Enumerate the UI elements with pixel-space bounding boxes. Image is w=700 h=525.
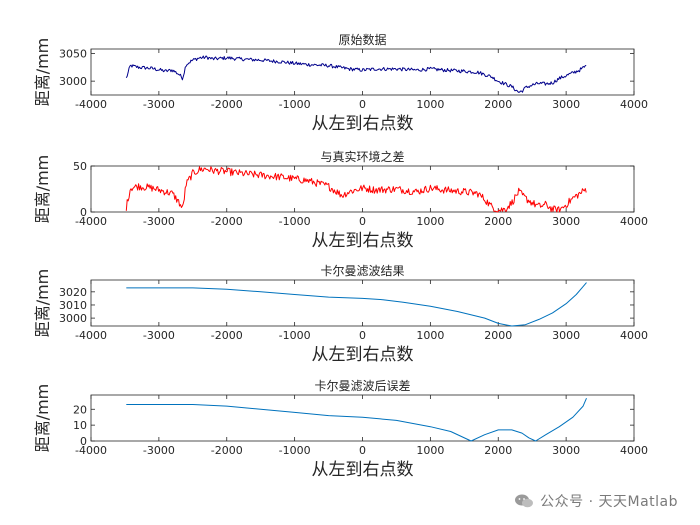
y-tick-label: 3020 [59, 286, 87, 299]
y-tick-label: 0 [80, 206, 87, 219]
y-tick-label: 3000 [59, 75, 87, 88]
x-tick-label: 1000 [416, 329, 444, 342]
y-tick-label: 50 [73, 160, 87, 173]
y-axis-label: 距离/mm [33, 384, 52, 453]
x-tick-label: -2000 [211, 329, 243, 342]
subplot-4: 卡尔曼滤波后误差 -4000 -3000 -2000 -1000 0 1000 2000 300… [33, 378, 648, 480]
x-tick-label: 1000 [416, 444, 444, 457]
watermark-text: 公众号 · 天天Matlab [540, 494, 678, 510]
x-axis-label: 从左到右点数 [312, 231, 414, 251]
x-tick-label: 2000 [484, 215, 512, 228]
x-tick-label: -1000 [279, 329, 311, 342]
x-tick-label: -3000 [143, 329, 175, 342]
y-axis-label: 距离/mm [33, 38, 52, 107]
series-line [125, 55, 587, 93]
x-tick-label: 0 [359, 444, 366, 457]
x-tick-label: -4000 [75, 329, 107, 342]
x-tick-label: 4000 [620, 98, 648, 111]
x-tick-label: 4000 [620, 215, 648, 228]
wechat-icon [515, 494, 534, 508]
subplot-3: 卡尔曼滤波结果 -4000 -3000 -2000 -1000 0 1000 2000 3000… [33, 263, 648, 365]
x-tick-label: -4000 [75, 444, 107, 457]
x-tick-label: 0 [359, 329, 366, 342]
x-tick-label: -1000 [279, 444, 311, 457]
x-tick-label: 3000 [552, 329, 580, 342]
x-tick-label: 2000 [484, 98, 512, 111]
x-axis-label: 从左到右点数 [312, 460, 414, 480]
watermark: 公众号 · 天天Matlab [514, 491, 678, 511]
series-line [126, 398, 587, 442]
x-tick-label: 4000 [620, 329, 648, 342]
x-tick-label: 0 [359, 98, 366, 111]
x-tick-label: 4000 [620, 444, 648, 457]
x-tick-label: 3000 [552, 215, 580, 228]
x-tick-label: -3000 [143, 444, 175, 457]
x-tick-label: -2000 [211, 444, 243, 457]
x-axis-label: 从左到右点数 [312, 114, 414, 134]
subplot-title: 原始数据 [338, 32, 386, 47]
x-tick-label: 1000 [416, 215, 444, 228]
y-axis-label: 距离/mm [33, 155, 52, 224]
x-tick-label: -2000 [211, 215, 243, 228]
y-tick-label: 0 [80, 435, 87, 448]
y-tick-label: 3010 [59, 299, 87, 312]
y-tick-label: 10 [73, 419, 87, 432]
x-tick-label: -2000 [211, 98, 243, 111]
y-axis-label: 距离/mm [33, 269, 52, 338]
x-tick-label: 1000 [416, 98, 444, 111]
x-tick-label: 3000 [552, 98, 580, 111]
subplot-title: 卡尔曼滤波结果 [320, 263, 404, 278]
x-tick-label: -4000 [75, 98, 107, 111]
x-tick-label: -4000 [75, 215, 107, 228]
axes-box [90, 394, 635, 442]
x-tick-label: -1000 [279, 98, 311, 111]
x-tick-label: -3000 [143, 215, 175, 228]
series-line [126, 282, 587, 327]
y-tick-label: 3050 [59, 47, 87, 60]
x-tick-label: 2000 [484, 329, 512, 342]
subplot-title: 与真实环境之差 [320, 149, 404, 164]
axes-box [90, 48, 635, 96]
axes-box [90, 279, 635, 327]
x-axis-label: 从左到右点数 [312, 345, 414, 365]
x-tick-label: 3000 [552, 444, 580, 457]
y-tick-label: 3000 [59, 312, 87, 325]
x-tick-label: -1000 [279, 215, 311, 228]
y-tick-label: 20 [73, 403, 87, 416]
subplot-title: 卡尔曼滤波后误差 [314, 378, 410, 393]
subplot-1: 原始数据 -4000 -3000 -2000 -1000 0 1000 2000 3000 400… [33, 32, 648, 134]
x-tick-label: 2000 [484, 444, 512, 457]
x-tick-label: -3000 [143, 98, 175, 111]
subplot-2: 与真实环境之差 -4000 -3000 -2000 -1000 0 1000 2000 3000… [33, 149, 648, 251]
x-tick-label: 0 [359, 215, 366, 228]
series-line [125, 166, 587, 213]
